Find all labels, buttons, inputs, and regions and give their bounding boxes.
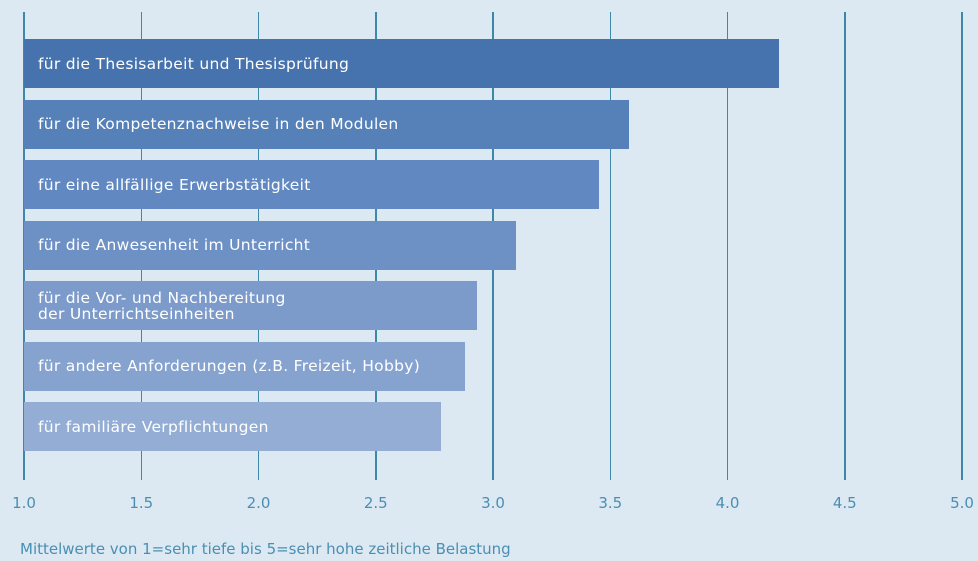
bar-label: für familiäre Verpflichtungen xyxy=(38,417,269,436)
grid-line xyxy=(609,12,611,480)
grid-line xyxy=(844,12,846,480)
grid-line xyxy=(961,12,963,480)
bar xyxy=(24,402,442,451)
x-tick-label: 2.5 xyxy=(363,494,388,512)
x-axis-label: Mittelwerte von 1=sehr tiefe bis 5=sehr … xyxy=(20,540,511,558)
x-tick-label: 4.5 xyxy=(832,494,857,512)
bar-label: für die Thesisarbeit und Thesisprüfung xyxy=(38,54,350,73)
x-tick-label: 4.0 xyxy=(715,494,740,512)
bar-label: für die Kompetenznachweise in den Module… xyxy=(38,115,399,133)
bar-label: für die Vor- und Nachbereitung der Unter… xyxy=(38,288,286,323)
x-tick-label: 5.0 xyxy=(950,494,974,512)
x-tick-label: 3.0 xyxy=(481,494,505,512)
bar xyxy=(24,341,465,391)
bar xyxy=(24,281,477,330)
bar-label: für die Anwesenheit im Unterricht xyxy=(38,236,311,254)
x-tick-label: 1.5 xyxy=(129,494,154,512)
bar xyxy=(24,160,599,209)
x-tick-label: 3.5 xyxy=(598,494,623,512)
x-tick-label: 2.0 xyxy=(246,494,271,512)
bar-label: für eine allfällige Erwerbstätigkeit xyxy=(38,175,311,194)
bar xyxy=(24,99,629,149)
bar xyxy=(24,39,780,88)
bar-label: für andere Anforderungen (z.B. Freizeit,… xyxy=(38,357,421,375)
bar xyxy=(24,220,517,270)
grid-line xyxy=(726,12,729,480)
x-tick-label: 1.0 xyxy=(12,494,36,512)
